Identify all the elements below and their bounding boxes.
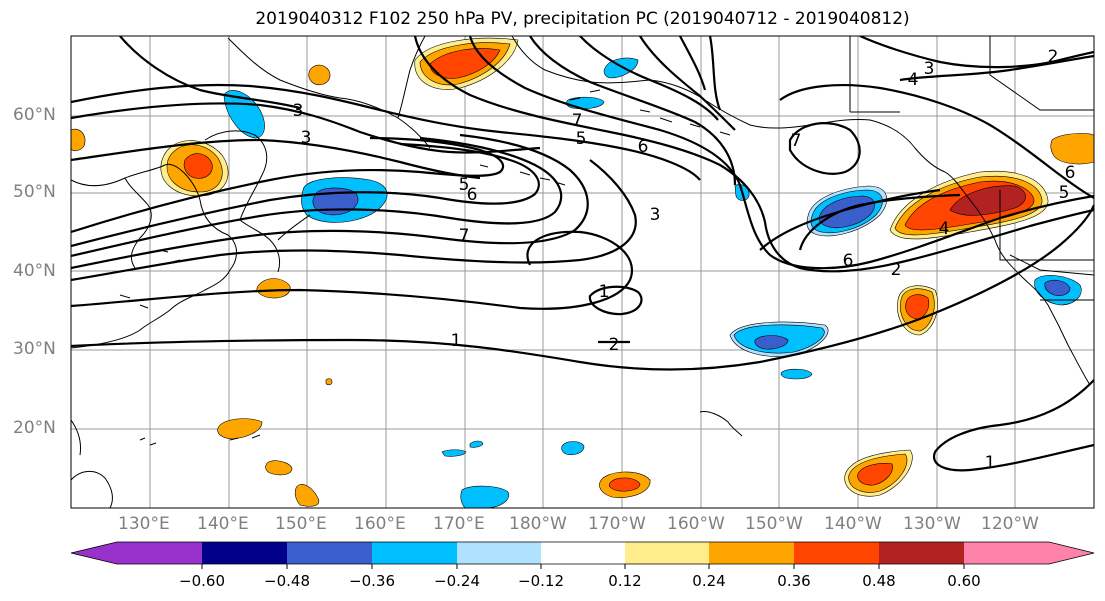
contour-label: 3 [924,59,935,79]
contour-labels: 1 1 1 2 2 3 3 3 4 4 5 5 6 6 6 7 7 7 2 3 … [293,47,1076,473]
lat-label: 40°N [13,261,56,281]
lon-label: 150°E [275,514,327,534]
contour-label: 2 [609,335,620,355]
contour-label: 7 [459,226,470,246]
contour-label: 3 [293,101,304,121]
colorbar-segment [709,542,794,564]
lon-label: 130°W [903,514,961,534]
lat-label: 30°N [13,339,56,359]
pv-contours [71,36,1094,472]
colorbar-segment [372,542,457,564]
lon-label: 140°E [197,514,249,534]
colorbar-tick-label: 0.60 [947,572,981,590]
lon-label: 160°E [354,514,406,534]
colorbar-extend-high [1049,542,1094,564]
lon-label: 140°W [824,514,882,534]
lat-label: 50°N [13,182,56,202]
contour-label: 4 [908,70,919,90]
map-title: 2019040312 F102 250 hPa PV, precipitatio… [255,9,910,29]
contour-label: 1 [985,453,996,473]
contour-label: 1 [599,282,610,302]
colorbar-segment [457,542,541,564]
colorbar-tick-label: 0.12 [608,572,642,590]
contour-label: 6 [638,137,649,157]
colorbar-tick-label: −0.36 [349,572,395,590]
colorbar-segment [794,542,879,564]
precip-negative [223,57,1082,508]
lat-label: 20°N [13,418,56,438]
colorbar-tick-label: 0.24 [692,572,726,590]
map-panel: 1 1 1 2 2 3 3 3 4 4 5 5 6 6 6 7 7 7 2 3 … [71,36,1094,508]
colorbar-segment [287,542,372,564]
contour-label: 6 [843,251,854,271]
colorbar-tick-label: 0.48 [862,572,896,590]
contour-label: 3 [301,128,312,148]
lon-label: 170°E [433,514,485,534]
contour-label: 4 [939,219,950,239]
colorbar-tick-label: −0.24 [434,572,480,590]
colorbar-tick-label: −0.48 [264,572,310,590]
colorbar-tick-label: −0.60 [179,572,225,590]
colorbar-segment [541,542,625,564]
contour-label: 5 [459,175,470,195]
contour-label: 2 [1048,47,1059,67]
colorbar-tick-label: −0.12 [518,572,564,590]
colorbar-segment [964,542,1050,564]
contour-label: 3 [650,205,661,225]
colorbar-extend-low [71,542,117,564]
colorbar [70,541,1095,569]
colorbar-segment [116,542,202,564]
contour-label: 7 [791,131,802,151]
contour-label: 6 [1065,163,1076,183]
lon-label: 130°E [118,514,170,534]
contour-label: 2 [891,260,902,280]
colorbar-segment [202,542,287,564]
colorbar-segment [879,542,964,564]
contour-label: 1 [451,331,462,351]
colorbar-outline [70,541,1095,565]
lon-label: 150°W [745,514,803,534]
contour-label: 6 [467,185,478,205]
map-frame [70,35,1095,509]
contour-label: 5 [576,129,587,149]
colorbar-segment [625,542,709,564]
lon-label: 180°W [509,514,567,534]
lon-label: 160°W [667,514,725,534]
colorbar-tick-label: 0.36 [777,572,811,590]
lon-label: 120°W [981,514,1039,534]
lon-label: 170°W [588,514,646,534]
lat-label: 60°N [13,105,56,125]
contour-label: 5 [1059,183,1070,203]
contour-label: 7 [572,111,583,131]
